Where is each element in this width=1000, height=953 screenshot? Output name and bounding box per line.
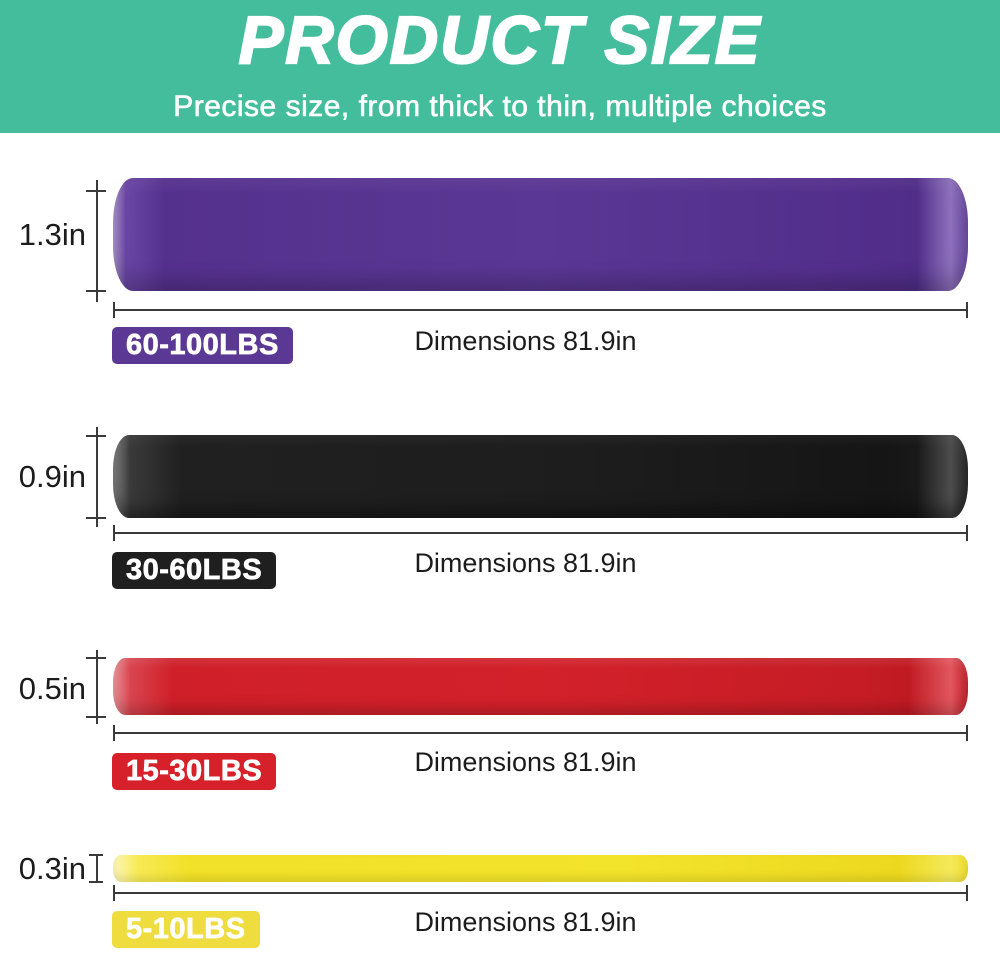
- bracket-tick-bottom: [89, 881, 103, 883]
- page-title: PRODUCT SIZE: [237, 3, 762, 79]
- dimensions-label: Dimensions 81.9in: [414, 548, 637, 578]
- measure-line: [113, 532, 968, 534]
- measure-tick-right: [966, 885, 968, 901]
- resistance-band-yellow: [113, 855, 968, 882]
- bracket-tick-bottom: [86, 517, 106, 519]
- resistance-band-black: [113, 435, 968, 518]
- bracket-tick-bottom: [86, 716, 106, 718]
- bracket-line: [96, 427, 98, 527]
- bracket-line: [96, 650, 98, 724]
- dimensions-label: Dimensions 81.9in: [414, 747, 637, 777]
- bracket-tick-top: [86, 435, 106, 437]
- resistance-band-red: [113, 658, 968, 715]
- bracket-line: [96, 854, 98, 883]
- measure-line: [113, 732, 968, 734]
- measure-line: [113, 309, 968, 311]
- page-subtitle: Precise size, from thick to thin, multip…: [173, 90, 827, 124]
- bracket-line: [96, 180, 98, 302]
- measure-tick-left: [113, 885, 115, 901]
- measure-tick-right: [966, 725, 968, 741]
- bracket-tick-top: [86, 190, 106, 192]
- weight-badge: 5-10LBS: [112, 911, 260, 948]
- measure-tick-left: [113, 525, 115, 541]
- thickness-label: 0.9in: [18, 459, 86, 494]
- dimensions-label: Dimensions 81.9in: [414, 326, 637, 356]
- measure-tick-left: [113, 302, 115, 318]
- dimensions-label: Dimensions 81.9in: [414, 907, 637, 937]
- measure-line: [113, 892, 968, 894]
- bracket-tick-top: [86, 657, 106, 659]
- measure-tick-right: [966, 525, 968, 541]
- resistance-band-purple: [113, 178, 968, 291]
- bracket-tick-bottom: [86, 290, 106, 292]
- measure-tick-right: [966, 302, 968, 318]
- measure-tick-left: [113, 725, 115, 741]
- weight-badge: 30-60LBS: [112, 552, 277, 589]
- thickness-label: 0.3in: [18, 851, 86, 886]
- weight-badge: 60-100LBS: [112, 327, 293, 364]
- thickness-label: 0.5in: [18, 671, 86, 706]
- bracket-tick-top: [89, 854, 103, 856]
- weight-badge: 15-30LBS: [112, 753, 277, 790]
- thickness-label: 1.3in: [18, 217, 86, 252]
- header-banner: PRODUCT SIZE Precise size, from thick to…: [0, 0, 1000, 133]
